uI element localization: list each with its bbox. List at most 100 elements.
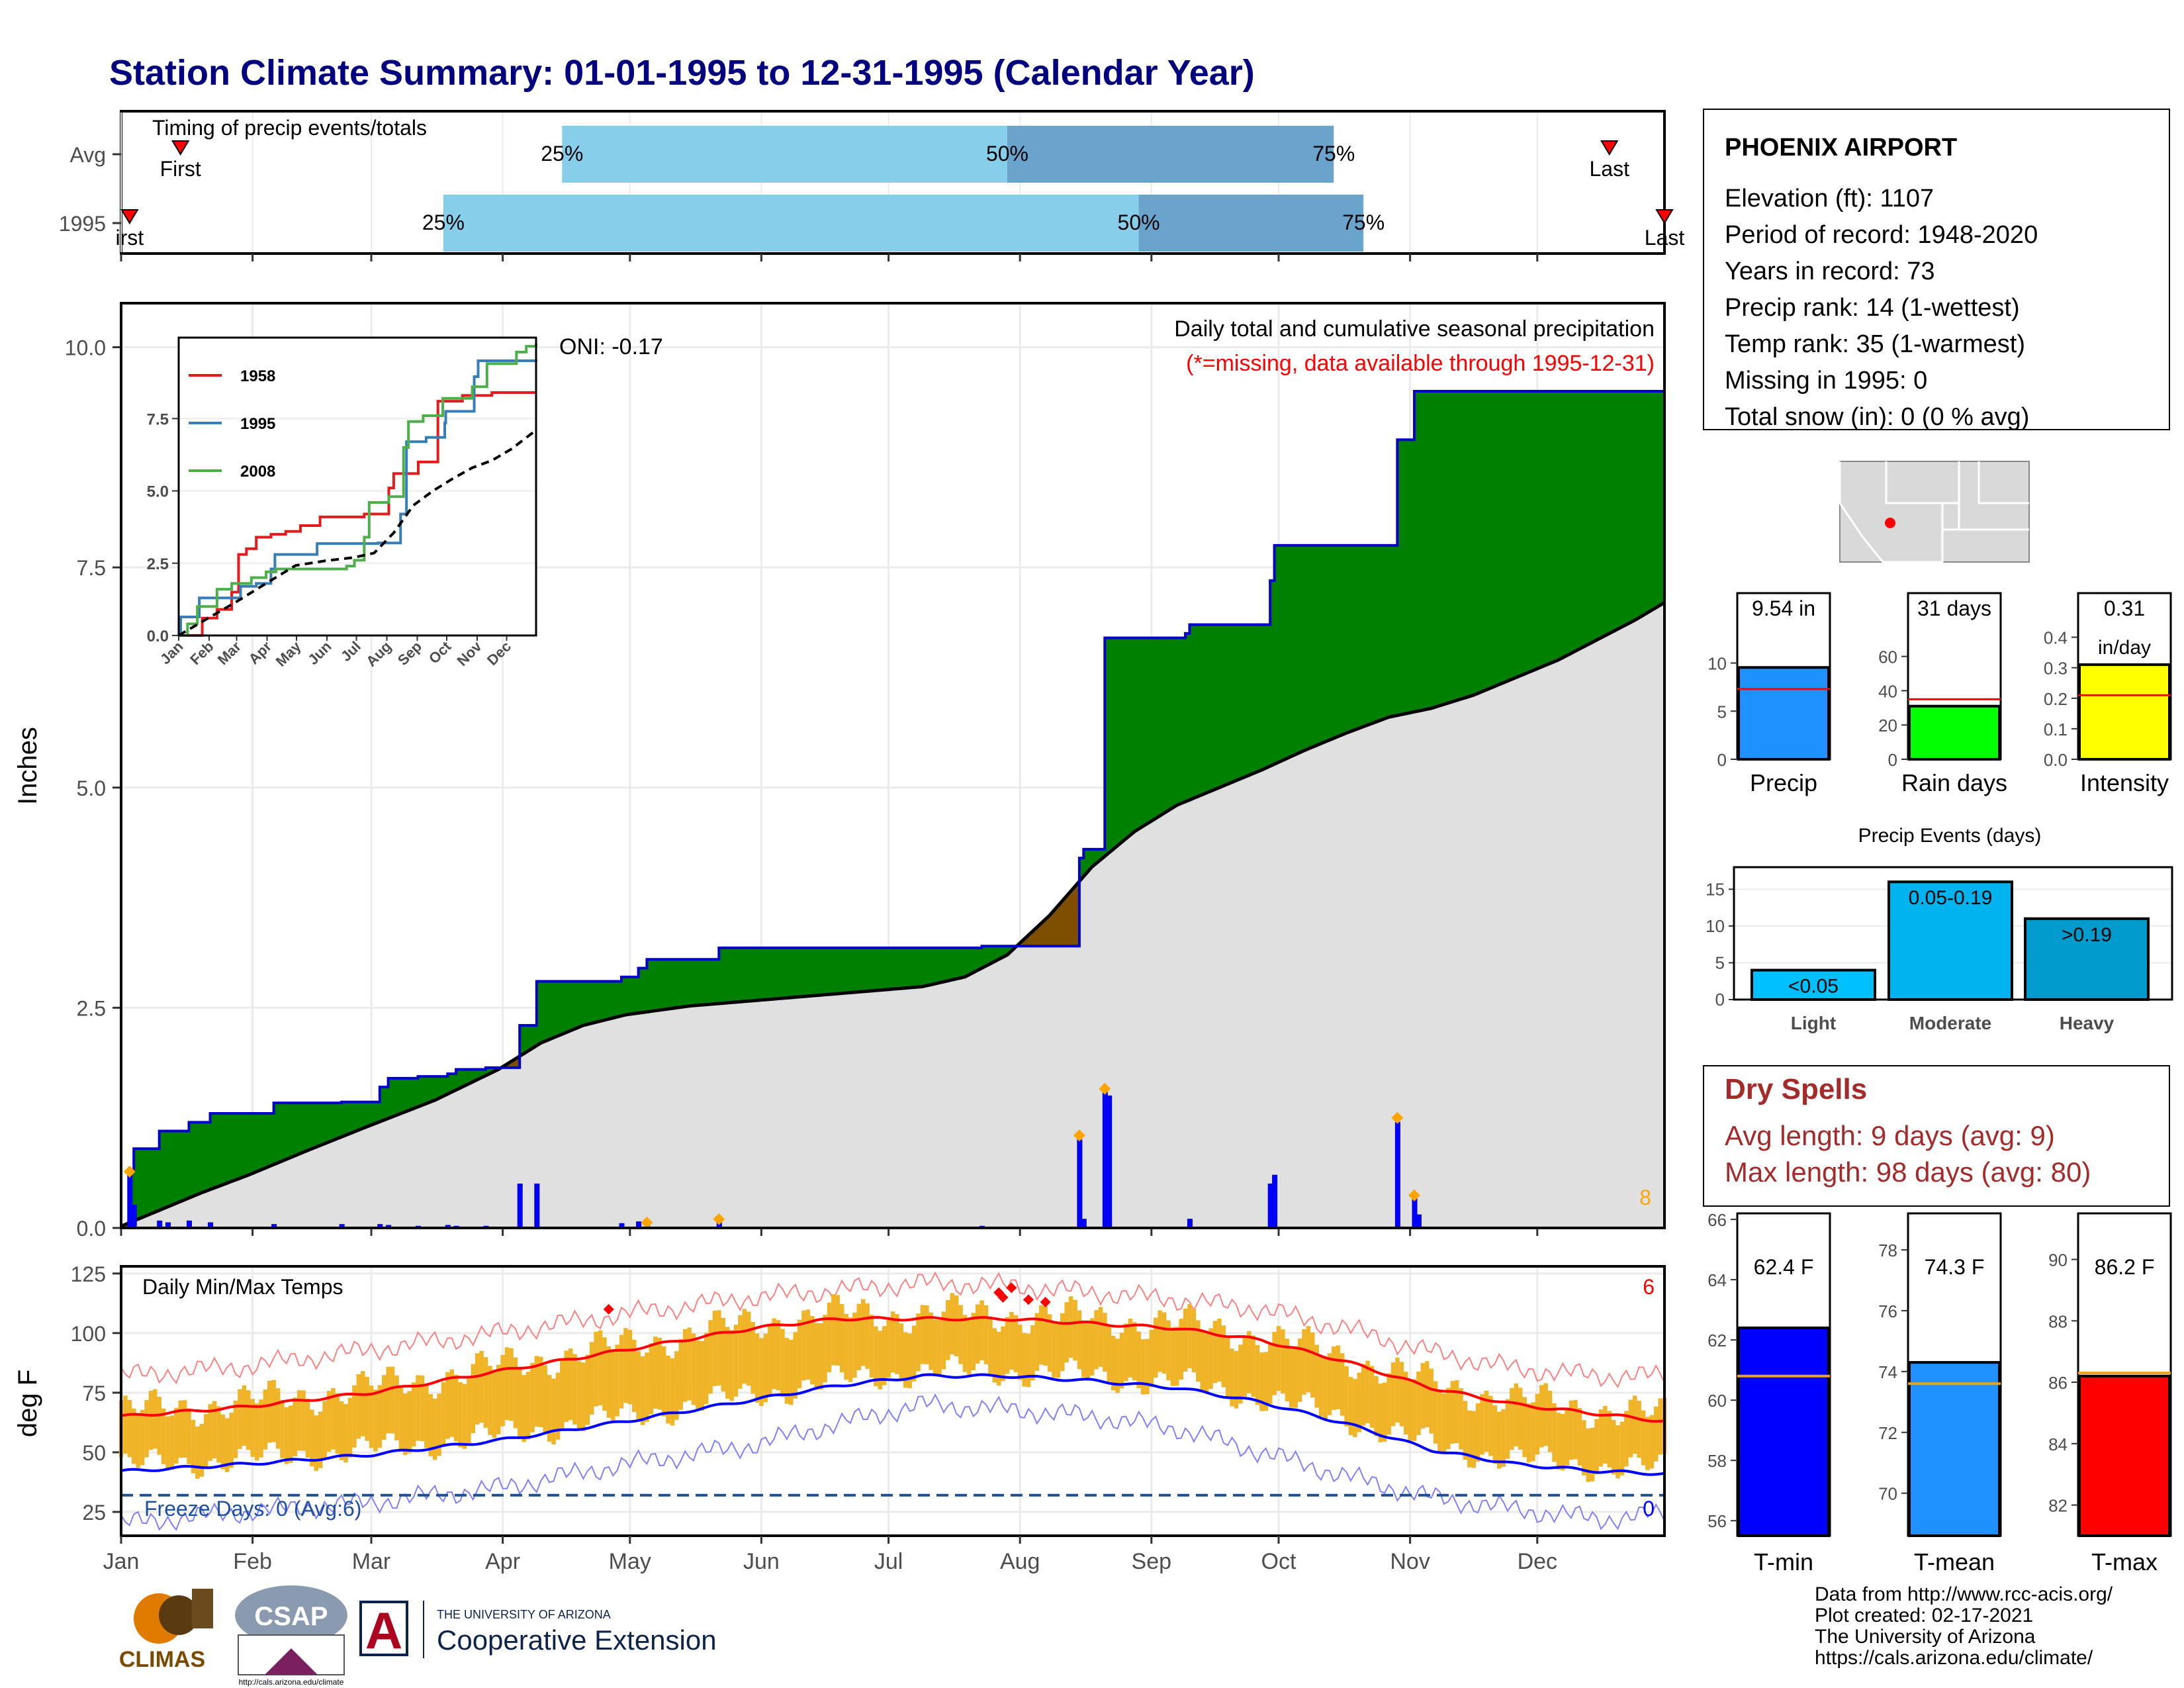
daily-temp-bar xyxy=(1463,1401,1468,1460)
precip-ylabel: Inches xyxy=(13,727,42,805)
precip-departure-segment xyxy=(1503,391,1508,684)
daily-temp-bar xyxy=(1259,1352,1264,1411)
precip-departure-segment xyxy=(1473,391,1479,696)
precip-departure-segment xyxy=(150,1148,156,1215)
daily-temp-bar xyxy=(1128,1318,1133,1378)
station-info-line: Temp rank: 35 (1-warmest) xyxy=(1725,330,2025,358)
month-label: Jan xyxy=(103,1549,140,1574)
precip-departure-segment xyxy=(235,1113,240,1181)
daily-temp-bar xyxy=(1179,1319,1183,1380)
precip-departure-segment xyxy=(1253,624,1258,774)
precip-departure-segment xyxy=(1516,391,1521,679)
precip-departure-segment xyxy=(739,947,745,1002)
daily-temp-bar xyxy=(356,1374,361,1439)
precip-departure-segment xyxy=(1151,637,1156,822)
daily-temp-bar xyxy=(844,1313,848,1380)
daily-temp-bar xyxy=(1272,1331,1277,1395)
precip-departure-segment xyxy=(1460,391,1466,700)
daily-temp-bar xyxy=(818,1323,823,1390)
locator-map xyxy=(1839,461,2030,563)
daily-temp-bar xyxy=(1263,1352,1269,1411)
precip-departure-segment xyxy=(956,947,962,980)
precip-departure-segment xyxy=(320,1102,326,1146)
precip-departure-segment xyxy=(769,947,775,1000)
inset-series-1995 xyxy=(179,359,537,637)
precip-departure-segment xyxy=(1384,545,1390,720)
daily-temp-bar xyxy=(1437,1391,1442,1452)
daily-temp-bar xyxy=(1653,1406,1659,1462)
daily-precip-bar xyxy=(131,1204,137,1229)
daily-temp-bar xyxy=(1276,1326,1281,1391)
daily-temp-bar xyxy=(174,1407,179,1464)
summary-bar-ytick-label: 0 xyxy=(1888,750,1897,770)
precip-departure-segment xyxy=(1163,637,1169,814)
record-temp-marker xyxy=(1040,1297,1051,1308)
timing-event-marker xyxy=(120,209,139,224)
precip-departure-segment xyxy=(1244,624,1250,778)
daily-temp-bar xyxy=(1175,1327,1179,1386)
daily-temp-bar xyxy=(895,1314,899,1374)
daily-temp-bar xyxy=(1217,1319,1222,1382)
precip-departure-segment xyxy=(655,959,660,1011)
daily-temp-bar xyxy=(772,1318,776,1389)
precip-departure-segment xyxy=(659,959,664,1011)
precip-departure-segment xyxy=(1223,624,1228,786)
credit-line: Plot created: 02-17-2021 xyxy=(1815,1605,2033,1626)
daily-temp-bar xyxy=(208,1404,212,1461)
temp-summary-label: T-min xyxy=(1754,1548,1813,1575)
month-label: Feb xyxy=(233,1549,272,1574)
precip-departure-segment xyxy=(833,947,839,995)
precip-departure-segment xyxy=(362,1102,368,1129)
temp-avg_tmax-line xyxy=(120,1316,1665,1423)
precip-departure-segment xyxy=(1282,545,1288,761)
precip-departure-segment xyxy=(867,947,872,992)
daily-temp-bar xyxy=(403,1393,408,1456)
daily-temp-bar xyxy=(763,1333,768,1403)
precip-departure-segment xyxy=(858,947,864,992)
precip-departure-segment xyxy=(1630,391,1635,624)
daily-temp-bar xyxy=(623,1328,628,1403)
month-label: May xyxy=(609,1549,651,1574)
cumulative-1995-line xyxy=(121,387,1666,1229)
daily-temp-bar xyxy=(1060,1313,1065,1372)
daily-temp-bar xyxy=(810,1316,815,1385)
daily-temp-bar xyxy=(1077,1310,1082,1370)
precip-departure-segment xyxy=(1202,624,1207,796)
daily-precip-bar xyxy=(1416,1214,1422,1229)
precip-departure-segment xyxy=(1206,624,1211,794)
daily-temp-bar xyxy=(195,1427,200,1479)
daily-temp-bar xyxy=(1429,1368,1433,1434)
temp-record-rec_min xyxy=(120,1393,1665,1531)
daily-temp-bar xyxy=(1615,1425,1620,1479)
daily-temp-bar xyxy=(250,1399,255,1457)
daily-temp-bar xyxy=(1289,1346,1294,1408)
daily-temp-bar xyxy=(682,1329,688,1402)
daily-temp-bar xyxy=(1416,1372,1421,1435)
climas-wordmark: CLIMAS xyxy=(119,1647,205,1672)
timing-event-label: Last xyxy=(1589,157,1629,181)
precip-departure-segment xyxy=(171,1131,177,1206)
precip-departure-segment xyxy=(1066,890,1071,947)
daily-temp-bar xyxy=(1094,1310,1099,1370)
dry-spells-avg: Avg length: 9 days (avg: 9) xyxy=(1725,1120,2055,1151)
daily-temp-bar xyxy=(1267,1342,1273,1404)
daily-temp-bar xyxy=(191,1419,196,1474)
precip-departure-segment xyxy=(1346,545,1351,733)
summary-bar-value-unit: in/day xyxy=(2098,637,2151,659)
precip-departure-segment xyxy=(905,947,911,989)
daily-temp-bar xyxy=(1547,1390,1553,1452)
inset-legend-label: 2008 xyxy=(240,463,275,481)
daily-temp-bar xyxy=(449,1369,455,1437)
daily-temp-bar xyxy=(1357,1372,1362,1432)
daily-temp-bar xyxy=(946,1300,950,1360)
precip-departure-segment xyxy=(816,947,821,996)
precip-departure-segment xyxy=(846,947,851,994)
summary-bar-ytick-label: 0.3 xyxy=(2044,659,2068,679)
precip-departure-segment xyxy=(1498,391,1504,685)
daily-temp-bar xyxy=(1187,1303,1192,1368)
daily-temp-bar xyxy=(869,1315,874,1378)
daily-temp-bar xyxy=(835,1295,841,1366)
daily-temp-bar xyxy=(572,1354,577,1425)
temp-summary-ytick-label: 82 xyxy=(2048,1496,2068,1516)
credit-line: https://cals.arizona.edu/climate/ xyxy=(1815,1647,2093,1669)
